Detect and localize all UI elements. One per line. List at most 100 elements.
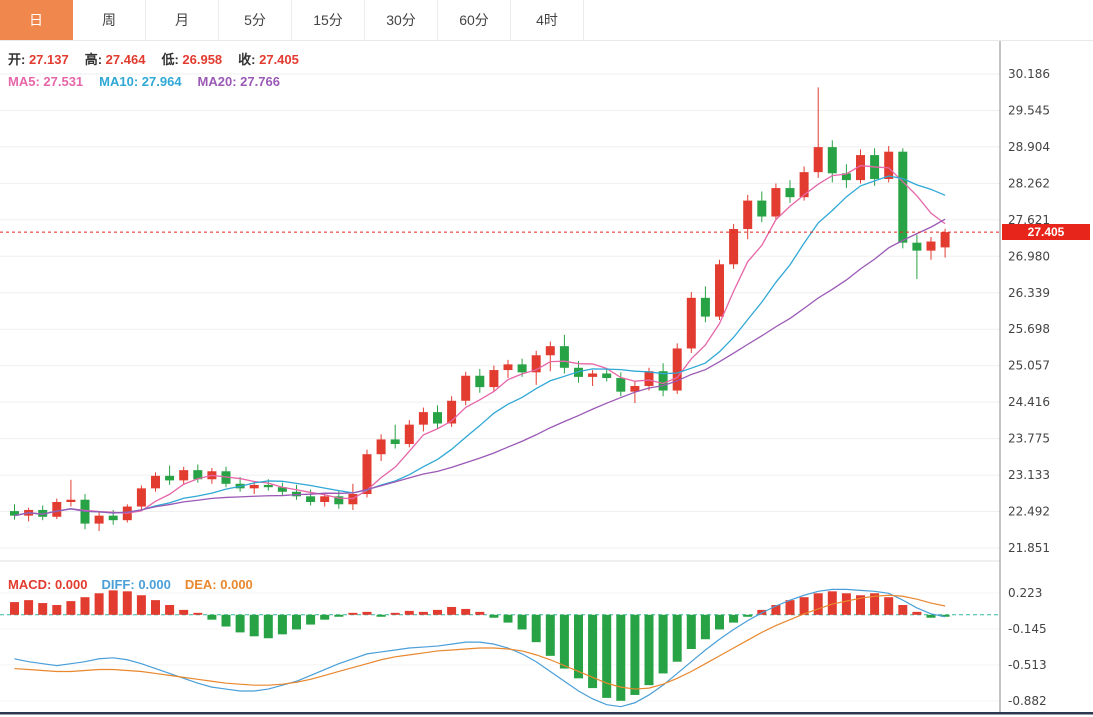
macd-bar xyxy=(151,600,160,615)
macd-bar xyxy=(320,614,330,620)
tab-5min[interactable]: 5分 xyxy=(219,0,292,40)
macd-bar xyxy=(136,595,146,615)
macd-bar xyxy=(165,605,175,615)
chart-plot-area[interactable] xyxy=(0,41,1000,712)
candle-body xyxy=(489,370,499,388)
macd-bar xyxy=(884,597,894,615)
macd-bar xyxy=(334,614,344,617)
candle-body xyxy=(799,172,809,198)
candle-body xyxy=(108,515,118,521)
candle-body xyxy=(531,355,541,373)
macd-bar xyxy=(588,614,598,689)
macd-bar xyxy=(940,614,950,617)
macd-bar xyxy=(743,614,753,617)
price-axis-label: 28.262 xyxy=(1008,176,1050,190)
candlestick-chart[interactable]: 30.186 29.545 28.904 28.262 27.621 26.980 26.3… xyxy=(0,41,1093,717)
macd-bar xyxy=(785,600,795,615)
macd-bar xyxy=(207,614,217,620)
macd-bar xyxy=(263,614,273,639)
macd-bar xyxy=(52,605,62,615)
candle-body xyxy=(165,475,175,481)
candle-body xyxy=(433,412,442,424)
candle-body xyxy=(616,378,626,392)
candle-body xyxy=(545,346,555,356)
macd-bar xyxy=(926,614,936,618)
price-axis-label: 23.133 xyxy=(1008,468,1050,482)
candle-body xyxy=(588,373,598,377)
tab-4hour[interactable]: 4时 xyxy=(511,0,584,40)
macd-bar xyxy=(644,614,654,686)
candle-body xyxy=(630,385,640,392)
candle-body xyxy=(151,475,160,489)
tab-15min[interactable]: 15分 xyxy=(292,0,365,40)
candle-body xyxy=(418,412,428,425)
candle-body xyxy=(686,297,696,349)
macd-bar xyxy=(545,614,555,656)
candle-body xyxy=(757,200,767,217)
candle-body xyxy=(672,348,682,391)
candle-body xyxy=(193,470,203,480)
macd-bar xyxy=(700,614,710,640)
chart-legend: 开: 27.137 高: 27.464 低: 26.958 收: 27.405 MA5… xyxy=(8,49,315,93)
tab-day[interactable]: 日 xyxy=(0,0,73,40)
tab-week[interactable]: 周 xyxy=(73,0,146,40)
tab-60min[interactable]: 60分 xyxy=(438,0,511,40)
ohlc-legend-item: 开: 27.137 xyxy=(8,52,69,67)
tab-month[interactable]: 月 xyxy=(146,0,219,40)
candle-body xyxy=(658,371,668,391)
macd-bar xyxy=(602,614,612,698)
macd-bar xyxy=(348,612,358,615)
ohlc-legend-item: 收: 27.405 xyxy=(238,52,299,67)
tab-30min[interactable]: 30分 xyxy=(365,0,438,40)
ma10-line xyxy=(14,175,946,517)
timeframe-toolbar: 日周月 5分 15分 30分 60分 4时 xyxy=(0,0,1093,41)
macd-bar xyxy=(827,591,837,615)
ma5-line xyxy=(14,164,946,517)
macd-bar xyxy=(616,614,626,701)
price-axis-label: 25.057 xyxy=(1008,359,1050,373)
candle-body xyxy=(376,439,386,455)
candle-body xyxy=(447,400,457,424)
candle-body xyxy=(94,515,104,524)
macd-legend-item: DIFF: 0.000 xyxy=(101,577,171,592)
macd-bar xyxy=(475,611,485,615)
candle-body xyxy=(52,501,62,517)
macd-bar xyxy=(574,614,583,679)
macd-bar xyxy=(306,614,316,625)
candle-body xyxy=(715,264,724,317)
macd-bar xyxy=(898,605,908,615)
macd-bar xyxy=(404,610,414,615)
candle-body xyxy=(277,487,287,492)
macd-bar xyxy=(376,614,386,617)
macd-bar xyxy=(277,614,287,635)
price-axis-label: 26.339 xyxy=(1008,286,1050,300)
chart-area: 30.186 29.545 28.904 28.262 27.621 26.980 26.3… xyxy=(0,41,1093,717)
macd-bar xyxy=(292,614,301,630)
macd-bar xyxy=(179,609,189,615)
candle-body xyxy=(602,373,612,379)
macd-bar xyxy=(630,614,640,695)
macd-bar xyxy=(447,606,457,615)
macd-bar xyxy=(108,590,118,615)
candle-body xyxy=(940,232,950,248)
candle-body xyxy=(644,371,654,386)
macd-axis-label: -0.513 xyxy=(1008,658,1047,672)
macd-bar xyxy=(715,614,724,630)
candle-body xyxy=(700,297,710,317)
candle-body xyxy=(334,496,344,505)
price-axis-label: 29.545 xyxy=(1008,103,1050,117)
ma-legend-item: MA10: 27.964 xyxy=(99,74,182,89)
candle-body xyxy=(813,147,823,173)
candle-body xyxy=(743,200,753,230)
macd-bar xyxy=(122,591,132,615)
macd-bar xyxy=(221,614,231,627)
candle-body xyxy=(827,147,837,174)
candle-body xyxy=(926,241,936,251)
macd-legend-item: DEA: 0.000 xyxy=(184,577,253,592)
macd-bar xyxy=(362,611,372,615)
macd-bar xyxy=(433,609,442,615)
macd-bar xyxy=(418,611,428,615)
macd-bar xyxy=(686,614,696,650)
price-axis-label: 23.775 xyxy=(1008,432,1050,446)
macd-axis-label: -0.882 xyxy=(1008,694,1047,708)
